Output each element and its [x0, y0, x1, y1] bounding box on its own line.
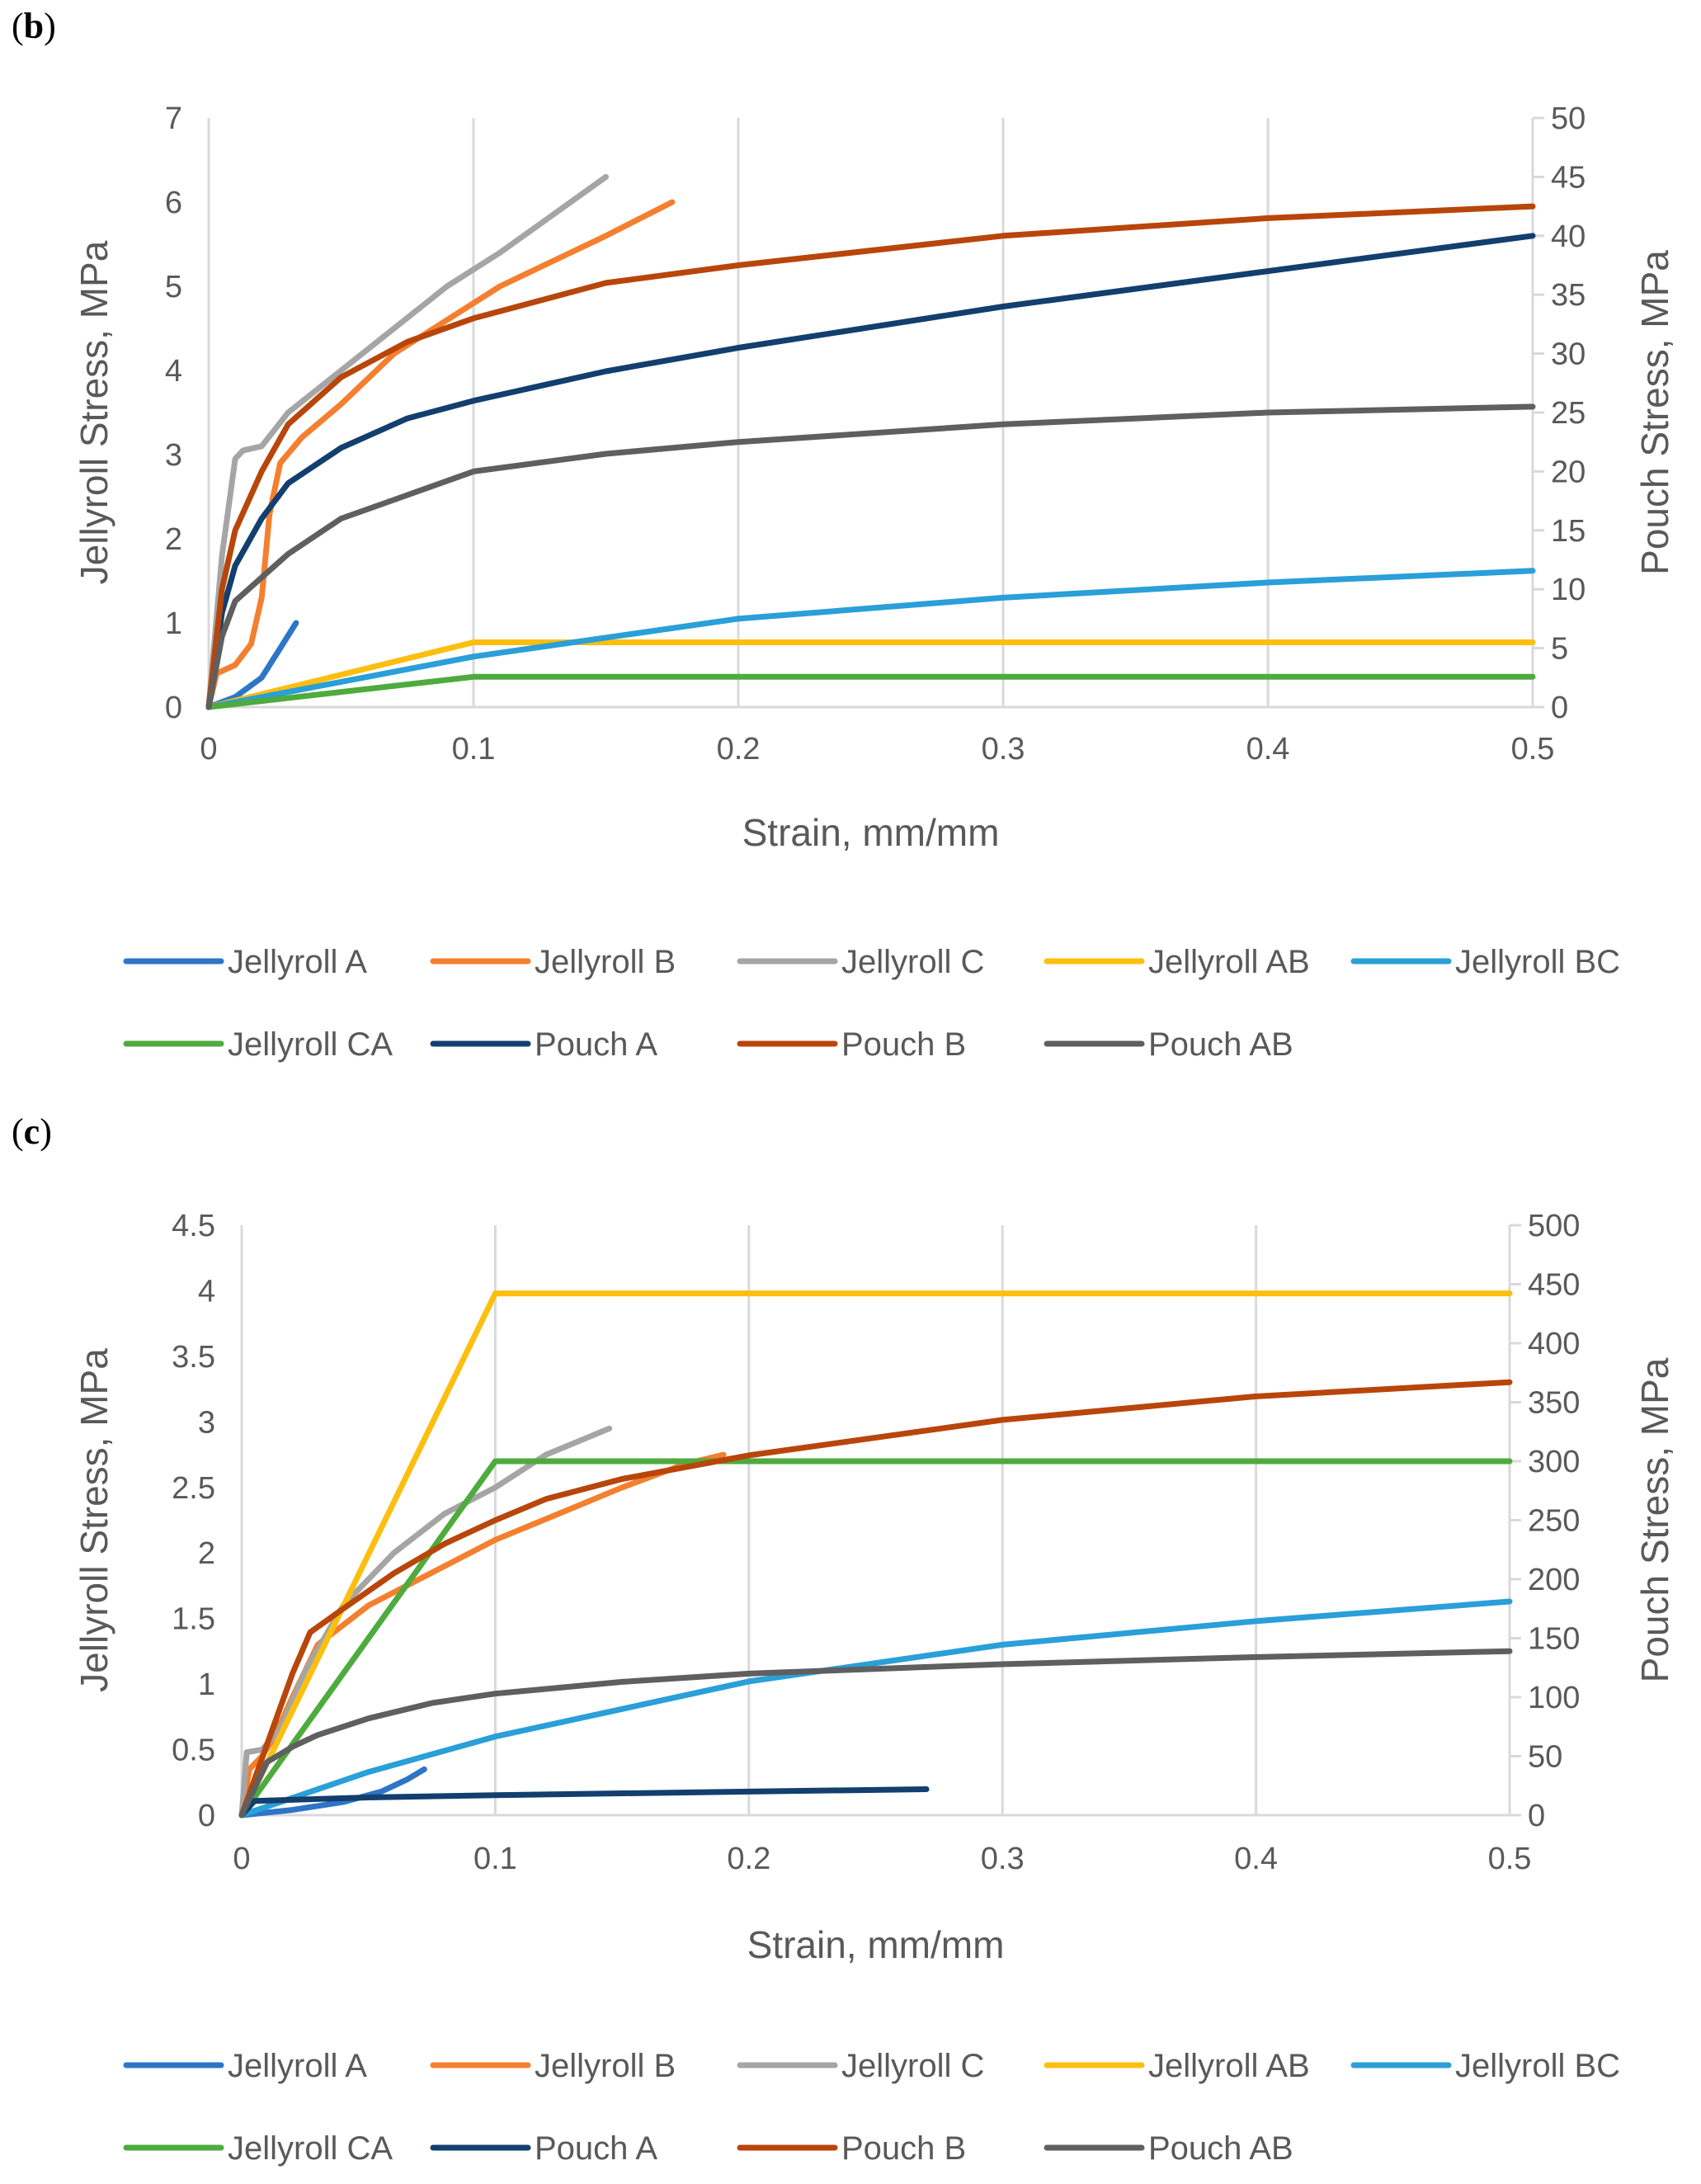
x-tick-label: 0 [200, 732, 217, 767]
y2-tick-label: 0 [1528, 1799, 1545, 1833]
x-tick-label: 0 [233, 1842, 250, 1876]
y2-tick-label: 350 [1528, 1386, 1580, 1421]
y-tick-label: 1 [165, 606, 182, 641]
y-tick-label: 3.5 [172, 1340, 215, 1375]
series-line-jellyroll-b [205, 199, 676, 710]
y2-tick-label: 30 [1551, 337, 1586, 372]
y2-axis-title: Pouch Stress, MPa [1633, 1357, 1676, 1682]
legend-label-jellyroll-b: Jellyroll B [535, 2048, 676, 2084]
legend-label-pouch-b: Pouch B [841, 2130, 966, 2167]
legend-label-pouch-b: Pouch B [841, 1026, 966, 1063]
legend-label-jellyroll-b: Jellyroll B [535, 944, 676, 980]
y2-tick-label: 200 [1528, 1563, 1580, 1597]
y-tick-label: 5 [165, 270, 182, 304]
legend-label-jellyroll-ca: Jellyroll CA [228, 1026, 393, 1063]
y-tick-label: 1.5 [172, 1602, 215, 1637]
y2-tick-label: 250 [1528, 1504, 1580, 1539]
y-axis-title: Jellyroll Stress, MPa [73, 1348, 115, 1692]
legend-label-pouch-ab: Pouch AB [1148, 1026, 1293, 1063]
y2-tick-label: 45 [1551, 160, 1586, 195]
y2-axis-title: Pouch Stress, MPa [1633, 250, 1676, 575]
y-axis-title: Jellyroll Stress, MPa [73, 240, 115, 584]
y2-tick-label: 50 [1528, 1740, 1562, 1775]
series-line-jellyroll-c [205, 173, 609, 710]
y-tick-label: 2.5 [172, 1471, 215, 1506]
legend-label-jellyroll-a: Jellyroll A [228, 2048, 367, 2084]
legend: Jellyroll A Jellyroll B Jellyroll C Jellyro… [123, 944, 1620, 1063]
x-tick-label: 0.1 [474, 1842, 517, 1876]
x-tick-label: 0.4 [1246, 732, 1290, 767]
legend: Jellyroll A Jellyroll B Jellyroll C Jellyro… [123, 2048, 1620, 2167]
x-tick-label: 0.3 [981, 1842, 1025, 1876]
y2-tick-label: 10 [1551, 573, 1586, 607]
series-line-pouch-a [205, 233, 1536, 710]
x-tick-label: 0.5 [1511, 732, 1555, 767]
legend-label-jellyroll-bc: Jellyroll BC [1455, 944, 1620, 980]
x-tick-label: 0.4 [1234, 1842, 1278, 1876]
y2-tick-label: 0 [1551, 691, 1568, 725]
y-tick-label: 4 [198, 1274, 215, 1309]
series-line-jellyroll-ab [238, 1290, 1513, 1818]
y-tick-label: 4.5 [172, 1209, 215, 1243]
plot-area [205, 173, 1536, 710]
series-line-pouch-b [205, 203, 1536, 710]
legend-label-jellyroll-ab: Jellyroll AB [1148, 944, 1310, 980]
y2-tick-label: 40 [1551, 219, 1586, 254]
series-line-pouch-a [238, 1786, 930, 1818]
y2-tick-label: 25 [1551, 396, 1586, 431]
x-axis-title: Strain, mm/mm [747, 1923, 1005, 1966]
y2-tick-label: 100 [1528, 1681, 1580, 1715]
y-tick-label: 0 [165, 691, 182, 725]
legend-label-jellyroll-c: Jellyroll C [841, 2048, 984, 2084]
y2-tick-label: 500 [1528, 1209, 1580, 1243]
y-tick-label: 2 [198, 1536, 215, 1571]
series-line-jellyroll-ab [205, 639, 1536, 710]
legend-label-pouch-a: Pouch A [535, 2130, 657, 2167]
y2-tick-label: 5 [1551, 632, 1568, 667]
series-line-jellyroll-bc [238, 1598, 1513, 1818]
y-tick-label: 4 [165, 354, 182, 389]
y2-tick-label: 15 [1551, 514, 1586, 549]
x-tick-label: 0.2 [727, 1842, 770, 1876]
y-tick-label: 0 [198, 1799, 215, 1833]
series-line-jellyroll-ca [238, 1458, 1513, 1818]
x-axis-title: Strain, mm/mm [742, 811, 1000, 854]
x-tick-label: 0.3 [982, 732, 1025, 767]
series-line-pouch-b [238, 1379, 1513, 1818]
y-tick-label: 0.5 [172, 1734, 215, 1768]
y2-tick-label: 450 [1528, 1268, 1580, 1303]
y2-tick-label: 400 [1528, 1327, 1580, 1361]
y2-tick-label: 300 [1528, 1445, 1580, 1479]
legend-label-jellyroll-c: Jellyroll C [841, 944, 984, 980]
plot-area [238, 1290, 1513, 1818]
chart-c: 0 0.1 0.2 0.3 0.4 0.5 0 0.5 1 1.5 2 2.5 3 3.5 4 4.5 0 50 1… [73, 1209, 1676, 2167]
legend-label-jellyroll-bc: Jellyroll BC [1455, 2048, 1620, 2084]
y2-tick-label: 20 [1551, 455, 1586, 489]
y-tick-label: 7 [165, 101, 182, 136]
series-line-jellyroll-bc [205, 568, 1536, 710]
series-line-jellyroll-b [238, 1451, 727, 1818]
legend-label-pouch-a: Pouch A [535, 1026, 657, 1063]
y2-tick-label: 50 [1551, 101, 1586, 136]
y-tick-label: 1 [198, 1667, 215, 1702]
y-tick-label: 2 [165, 522, 182, 557]
series-line-pouch-ab [205, 403, 1536, 710]
legend-label-jellyroll-a: Jellyroll A [228, 944, 367, 980]
legend-label-jellyroll-ab: Jellyroll AB [1148, 2048, 1310, 2084]
x-tick-label: 0.5 [1488, 1842, 1532, 1876]
x-tick-label: 0.1 [452, 732, 496, 767]
series-line-pouch-ab [238, 1648, 1513, 1818]
x-tick-label: 0.2 [717, 732, 761, 767]
y2-tick-label: 150 [1528, 1622, 1580, 1657]
y-tick-label: 6 [165, 186, 182, 220]
legend-label-pouch-ab: Pouch AB [1148, 2130, 1293, 2167]
panel-label-b: (b) [12, 6, 56, 46]
y-tick-label: 3 [165, 438, 182, 473]
series-line-jellyroll-ca [205, 673, 1536, 710]
y2-tick-label: 35 [1551, 278, 1586, 313]
legend-label-jellyroll-ca: Jellyroll CA [228, 2130, 393, 2167]
chart-b: 0 0.1 0.2 0.3 0.4 0.5012345670510152025303540… [73, 101, 1676, 1063]
panel-label-c: (c) [12, 1111, 52, 1152]
y-tick-label: 3 [198, 1405, 215, 1440]
